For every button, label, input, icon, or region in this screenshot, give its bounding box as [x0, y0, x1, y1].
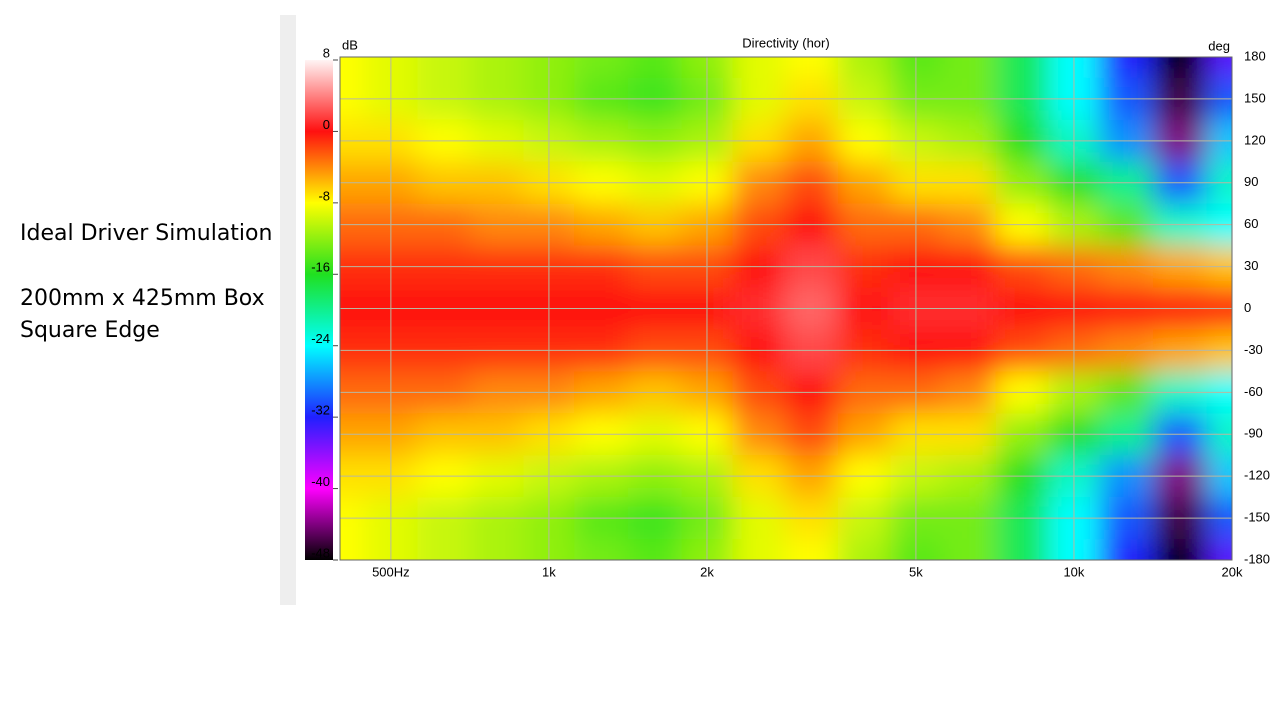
y-tick-label: 180	[1244, 48, 1266, 63]
colorbar-tick-label: 8	[323, 45, 330, 60]
y-tick-label: -180	[1244, 551, 1270, 566]
y-tick-label: 90	[1244, 174, 1258, 189]
heat-cell	[365, 57, 418, 79]
heat-cell	[732, 539, 785, 560]
y-tick-label: -30	[1244, 342, 1263, 357]
y-tick-label: 0	[1244, 300, 1251, 315]
colorbar-tick-label: -8	[318, 188, 330, 203]
panel-edge	[280, 15, 296, 605]
heat-cell	[942, 57, 997, 79]
colorbar-label: dB	[342, 37, 358, 52]
y-tick-label: 120	[1244, 132, 1266, 147]
x-tick-label: 5k	[909, 564, 923, 579]
heat-cell	[1206, 57, 1232, 79]
heat-cell	[784, 57, 839, 79]
x-tick-label: 20k	[1222, 564, 1243, 579]
heat-cell	[995, 57, 1050, 79]
heat-cell	[340, 57, 366, 79]
colorbar-tick-label: -24	[311, 331, 330, 346]
heat-cell	[1099, 539, 1154, 560]
heat-cell	[627, 539, 683, 560]
x-tick-label: 2k	[700, 564, 714, 579]
y-tick-label: -90	[1244, 426, 1263, 441]
slide-title: Ideal Driver Simulation	[20, 221, 273, 246]
heat-cell	[365, 539, 418, 560]
heat-cell	[890, 539, 943, 560]
heat-cell	[470, 539, 524, 560]
y-tick-label: -60	[1244, 384, 1263, 399]
heat-cell	[417, 539, 472, 560]
y-tick-label: -150	[1244, 510, 1270, 525]
heat-cell	[784, 539, 839, 560]
y-tick-label: 150	[1244, 90, 1266, 105]
slide-subtitle: Square Edge	[20, 318, 160, 343]
colorbar-tick-label: -16	[311, 260, 330, 275]
slide-subtitle: 200mm x 425mm Box	[20, 286, 265, 311]
heat-cell	[1152, 57, 1208, 79]
plot-frame	[339, 56, 1233, 561]
heat-cell	[890, 57, 943, 79]
heat-cell	[417, 57, 472, 79]
heat-cell	[1206, 539, 1232, 560]
heat-cell	[574, 539, 629, 560]
heat-cell	[470, 57, 524, 79]
y-tick-label: -120	[1244, 468, 1270, 483]
colorbar	[305, 60, 333, 560]
x-tick-label: 10k	[1063, 564, 1084, 579]
x-tick-label: 500Hz	[372, 564, 410, 579]
heat-cell	[837, 539, 891, 560]
heat-cell	[995, 539, 1050, 560]
heat-cell	[627, 57, 683, 79]
x-tick-label: 1k	[542, 564, 556, 579]
colorbar-tick-label: 0	[323, 117, 330, 132]
heat-cell	[574, 57, 629, 79]
colorbar-tick-label: -32	[311, 403, 330, 418]
y-tick-label: 30	[1244, 258, 1258, 273]
heat-cell	[732, 57, 785, 79]
chart-title: Directivity (hor)	[742, 35, 829, 50]
heat-cell	[837, 57, 891, 79]
colorbar-tick-label: -48	[311, 545, 330, 560]
heat-cell	[942, 539, 997, 560]
heat-cell	[1099, 57, 1154, 79]
heat-cell	[1152, 539, 1208, 560]
heat-cell	[340, 539, 366, 560]
y-tick-label: 60	[1244, 216, 1258, 231]
colorbar-tick-label: -40	[311, 474, 330, 489]
y-axis-label: deg	[1208, 38, 1230, 53]
